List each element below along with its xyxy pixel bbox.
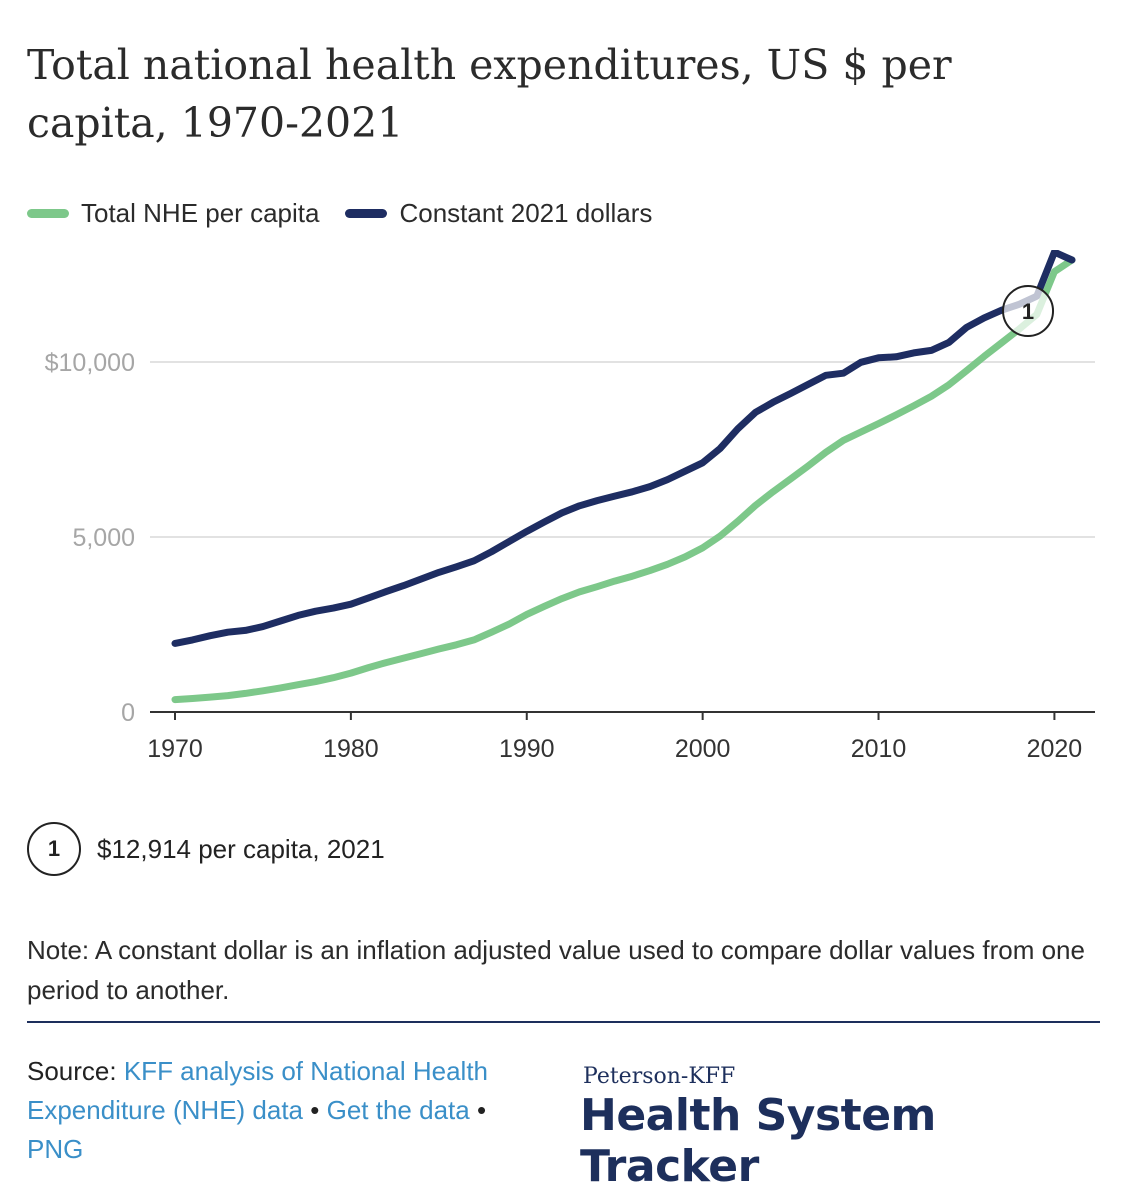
- source-separator: •: [310, 1095, 320, 1125]
- legend-label-constant: Constant 2021 dollars: [399, 198, 653, 228]
- legend-item-nhe: Total NHE per capita: [27, 198, 319, 229]
- chart-title: Total national health expenditures, US $…: [27, 41, 952, 147]
- source-separator: •: [476, 1095, 487, 1125]
- series-layer: [171, 250, 1076, 704]
- source-block: Source: KFF analysis of National Health …: [27, 1052, 497, 1169]
- footnote-text: $12,914 per capita, 2021: [97, 833, 385, 864]
- legend: Total NHE per capita Constant 2021 dolla…: [27, 198, 678, 229]
- annotation-footnote: 1 $12,914 per capita, 2021: [27, 822, 385, 876]
- brand-subtitle: Peterson-KFF: [583, 1064, 736, 1089]
- legend-swatch-nhe: [27, 209, 69, 218]
- png-link[interactable]: PNG: [27, 1134, 84, 1164]
- grid-layer: [150, 361, 1095, 538]
- legend-swatch-constant: [345, 209, 388, 218]
- get-the-data-link[interactable]: Get the data: [326, 1095, 470, 1125]
- source-analysis-link[interactable]: KFF analysis of National Health Expendit…: [27, 1056, 489, 1125]
- x-tick-label: 1970: [147, 735, 203, 763]
- legend-item-constant: Constant 2021 dollars: [345, 198, 652, 229]
- x-tick-label: 2020: [1027, 735, 1083, 763]
- axis-layer: 0 5,000 $10,000 1970 1980 1990 2000 2010 2020: [45, 349, 1095, 763]
- chart-note: Note: A constant dollar is an inflation …: [27, 935, 1085, 1005]
- x-tick-label: 2000: [675, 735, 731, 763]
- footnote-marker-badge: 1: [27, 822, 81, 876]
- x-tick-label: 1990: [499, 735, 555, 763]
- legend-label-nhe: Total NHE per capita: [81, 198, 320, 228]
- x-tick-label: 2010: [851, 735, 907, 763]
- source-label: Source:: [27, 1056, 117, 1086]
- divider: [27, 1021, 1100, 1023]
- line-chart: 0 5,000 $10,000 1970 1980 1990 2000 2010 2020 1: [45, 250, 1095, 763]
- series-line-constant: [171, 250, 1076, 647]
- y-tick-label: 5,000: [72, 524, 135, 552]
- annotation-marker-label: 1: [1022, 299, 1034, 324]
- y-tick-label: 0: [121, 699, 135, 727]
- y-tick-label: $10,000: [45, 349, 135, 377]
- brand-logo-text: Health System Tracker: [580, 1090, 936, 1192]
- x-tick-label: 1980: [323, 735, 379, 763]
- series-line-nhe: [171, 256, 1076, 704]
- annotation-layer: 1: [1002, 284, 1055, 337]
- annotation-marker: [1002, 284, 1055, 337]
